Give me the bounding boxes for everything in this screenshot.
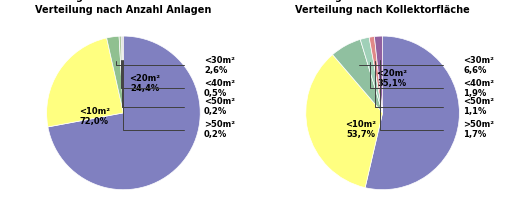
Wedge shape [369,37,382,113]
Wedge shape [360,37,382,113]
Text: >50m²
1,7%: >50m² 1,7% [462,120,493,139]
Text: <40m²
0,5%: <40m² 0,5% [204,79,235,98]
Wedge shape [48,36,200,190]
Wedge shape [374,36,382,113]
Text: <10m²
53,7%: <10m² 53,7% [345,120,376,139]
Text: <20m²
24,4%: <20m² 24,4% [129,74,160,93]
Title: ST-Anlagen nach Größenklassen
Verteilung nach Anzahl Anlagen: ST-Anlagen nach Größenklassen Verteilung… [35,0,211,15]
Text: >50m²
0,2%: >50m² 0,2% [204,120,235,139]
Text: <40m²
1,9%: <40m² 1,9% [462,79,493,98]
Title: ST-Anlagen nach Größenklassen
Verteilung nach Kollektorfläche: ST-Anlagen nach Größenklassen Verteilung… [294,0,470,15]
Wedge shape [122,36,123,113]
Text: <30m²
6,6%: <30m² 6,6% [462,55,493,75]
Wedge shape [119,36,123,113]
Text: <10m²
72,0%: <10m² 72,0% [79,107,110,126]
Text: <30m²
2,6%: <30m² 2,6% [204,55,234,75]
Wedge shape [46,38,123,127]
Text: <50m²
0,2%: <50m² 0,2% [204,97,235,116]
Wedge shape [107,36,123,113]
Text: <50m²
1,1%: <50m² 1,1% [462,97,493,116]
Wedge shape [365,36,459,190]
Wedge shape [121,36,123,113]
Wedge shape [332,39,382,113]
Text: <20m²
35,1%: <20m² 35,1% [376,69,407,88]
Wedge shape [305,55,382,188]
